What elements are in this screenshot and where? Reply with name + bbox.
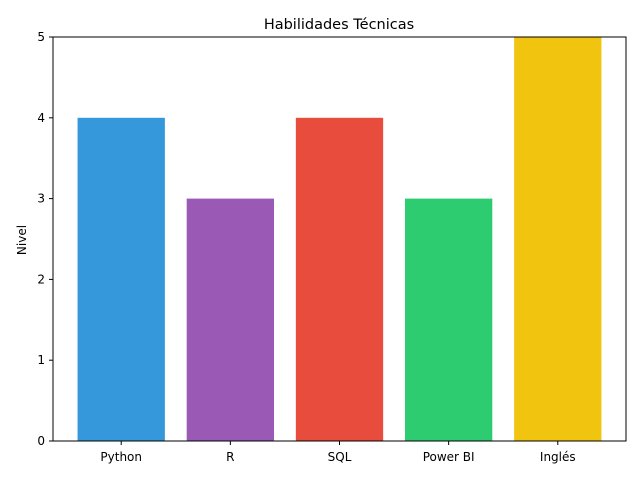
y-tick-label: 0: [37, 434, 45, 448]
y-axis-label: Nivel: [15, 225, 29, 255]
x-ticks-group: Python R SQL Power BI Inglés: [100, 441, 576, 464]
chart-title: Habilidades Técnicas: [264, 17, 414, 33]
bar-python: [77, 117, 165, 442]
y-tick-label: 5: [37, 30, 45, 44]
plot-frame: [52, 36, 627, 442]
bar-inglés: [514, 37, 602, 441]
y-tick-label: 3: [37, 192, 45, 206]
bar-r: [186, 198, 275, 441]
y-ticks-group: 0 1 2 3 4 5: [37, 30, 53, 448]
x-tick-label: Python: [100, 450, 142, 464]
bar-sql: [295, 117, 384, 442]
bars-group: [77, 37, 602, 442]
y-tick-label: 4: [37, 111, 45, 125]
x-tick-label: Inglés: [540, 450, 576, 464]
x-tick-label: Power BI: [423, 450, 475, 464]
bar-power-bi: [404, 198, 493, 441]
x-tick-label: R: [226, 450, 234, 464]
y-tick-label: 2: [37, 272, 45, 286]
y-tick-label: 1: [37, 353, 45, 367]
x-tick-label: SQL: [328, 450, 352, 464]
